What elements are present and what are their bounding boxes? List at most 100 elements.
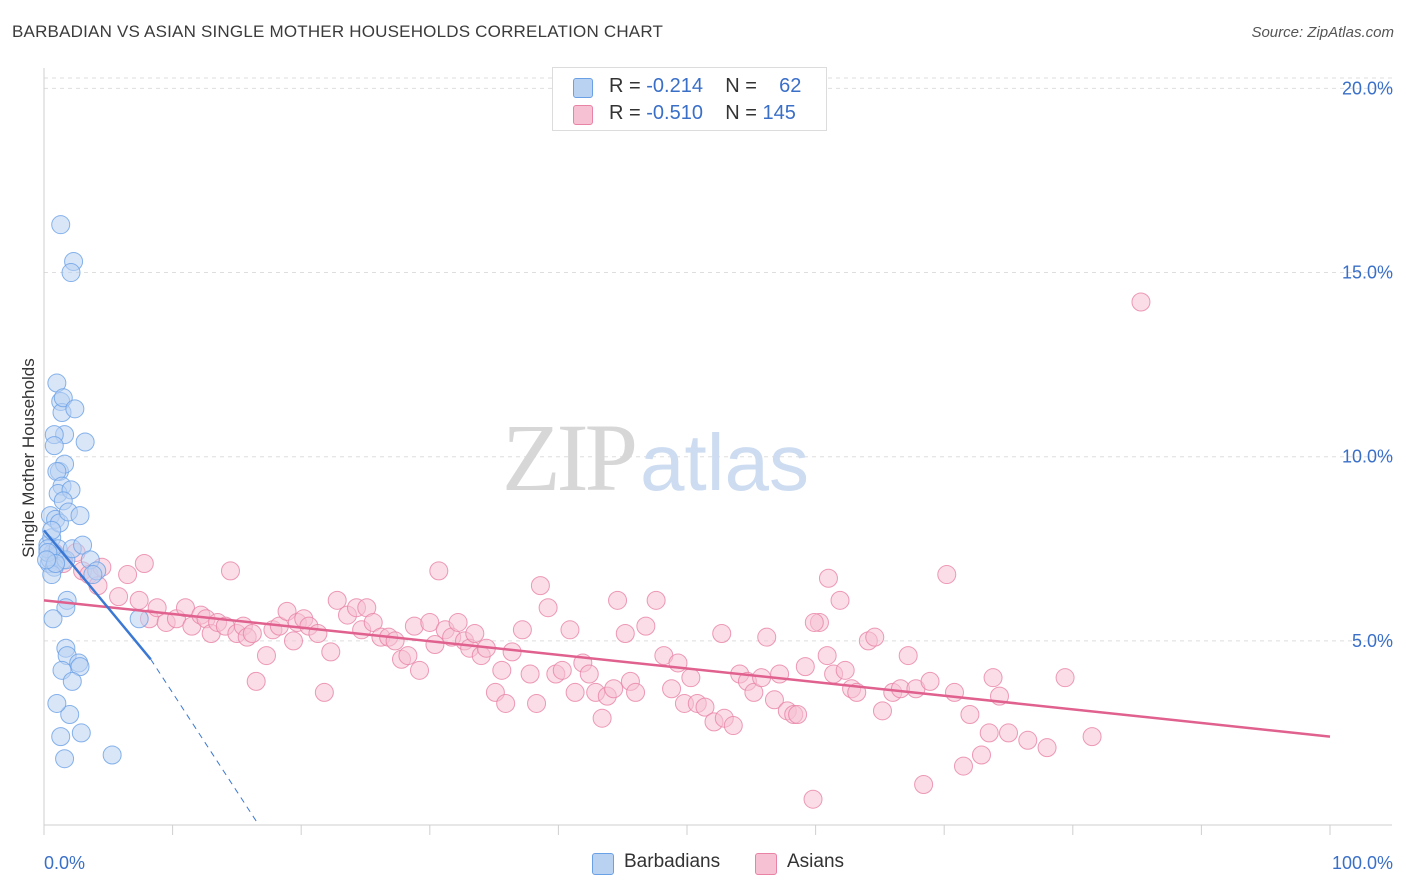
point-asians (579, 664, 599, 684)
point-barbadians (62, 671, 82, 691)
chart-title: BARBADIAN VS ASIAN SINGLE MOTHER HOUSEHO… (12, 22, 664, 41)
point-asians (626, 682, 646, 702)
point-asians (256, 646, 276, 666)
point-barbadians (65, 399, 85, 419)
y-tick-label: 5.0% (1352, 631, 1393, 651)
point-asians (410, 660, 430, 680)
y-axis-label: Single Mother Households (19, 358, 38, 557)
point-asians (983, 668, 1003, 688)
point-asians (1055, 668, 1075, 688)
x-tick-label-min: 0.0% (44, 853, 85, 873)
point-asians (795, 657, 815, 677)
point-barbadians (102, 745, 122, 765)
point-barbadians (51, 727, 71, 747)
point-asians (803, 789, 823, 809)
series-asians-points (44, 292, 1151, 809)
point-barbadians (70, 506, 90, 526)
legend-label-barbadians: Barbadians (624, 851, 721, 872)
stats-legend: R = -0.214 N = 62 R = -0.510 N = 145 (552, 67, 827, 131)
point-asians (538, 598, 558, 618)
point-asians (817, 646, 837, 666)
point-asians (308, 623, 328, 643)
watermark-zip: ZIP (502, 404, 635, 511)
point-asians (615, 623, 635, 643)
point-asians (770, 664, 790, 684)
point-barbadians (55, 749, 75, 769)
point-asians (492, 660, 512, 680)
point-asians (999, 723, 1018, 743)
point-asians (1037, 738, 1057, 758)
point-barbadians (70, 657, 90, 677)
point-asians (592, 708, 612, 728)
legend-swatch-barbadians (592, 853, 614, 875)
point-asians (681, 668, 701, 688)
legend-text-asians: R = -0.510 N = 145 (609, 102, 796, 125)
point-asians (662, 679, 682, 699)
point-asians (788, 705, 808, 725)
y-tick-label: 15.0% (1342, 263, 1393, 283)
point-asians (835, 660, 855, 680)
point-asians (872, 701, 892, 721)
axes (43, 68, 1392, 835)
point-asians (712, 623, 732, 643)
point-asians (496, 693, 516, 713)
point-asians (398, 646, 418, 666)
point-asians (960, 705, 980, 725)
point-asians (429, 561, 449, 581)
point-asians (363, 612, 383, 632)
point-asians (830, 590, 850, 610)
point-asians (636, 616, 656, 636)
trend-line-barbadians-extension (150, 658, 260, 826)
point-asians (220, 561, 240, 581)
source-label: Source: ZipAtlas.com (1251, 24, 1394, 41)
point-asians (818, 568, 838, 588)
point-barbadians (43, 609, 63, 629)
point-asians (604, 679, 624, 699)
legend-text-barbadians: R = -0.214 N = 62 (609, 75, 801, 98)
point-asians (246, 671, 266, 691)
legend-n-label: N = (725, 75, 757, 97)
point-barbadians (71, 723, 91, 743)
y-tick-label: 10.0% (1342, 447, 1393, 467)
trend-lines (43, 529, 1331, 826)
grid-lines (44, 77, 1392, 642)
point-asians (527, 693, 547, 713)
point-asians (953, 756, 973, 776)
point-barbadians (61, 263, 81, 283)
point-asians (865, 627, 885, 647)
point-asians (914, 774, 934, 794)
point-asians (695, 697, 715, 717)
point-asians (608, 590, 628, 610)
trend-line-asians (43, 599, 1331, 738)
point-asians (465, 623, 485, 643)
tick-labels: 5.0% 10.0% 15.0% 20.0% 0.0% 100.0% (44, 78, 1393, 873)
legend-swatch-asians (573, 105, 593, 125)
point-asians (898, 646, 918, 666)
legend-n-value: 145 (762, 102, 796, 124)
point-asians (512, 620, 532, 640)
watermark-atlas: atlas (640, 418, 809, 507)
point-asians (1131, 292, 1151, 312)
y-tick-label: 20.0% (1342, 78, 1393, 98)
legend-r-label: R = (609, 75, 641, 97)
trend-line-barbadians (43, 529, 152, 661)
point-asians (1018, 730, 1038, 750)
point-asians (530, 576, 550, 596)
point-asians (646, 590, 666, 610)
point-asians (937, 565, 957, 585)
point-barbadians (51, 215, 71, 235)
legend-swatch-asians (755, 853, 777, 875)
point-asians (134, 554, 154, 574)
point-asians (129, 590, 149, 610)
point-asians (327, 590, 347, 610)
point-asians (552, 660, 572, 680)
point-asians (744, 682, 764, 702)
point-asians (565, 682, 585, 702)
point-asians (971, 745, 991, 765)
point-asians (420, 612, 440, 632)
point-asians (764, 690, 784, 710)
point-asians (560, 620, 580, 640)
point-barbadians (129, 609, 149, 629)
point-asians (321, 642, 341, 662)
